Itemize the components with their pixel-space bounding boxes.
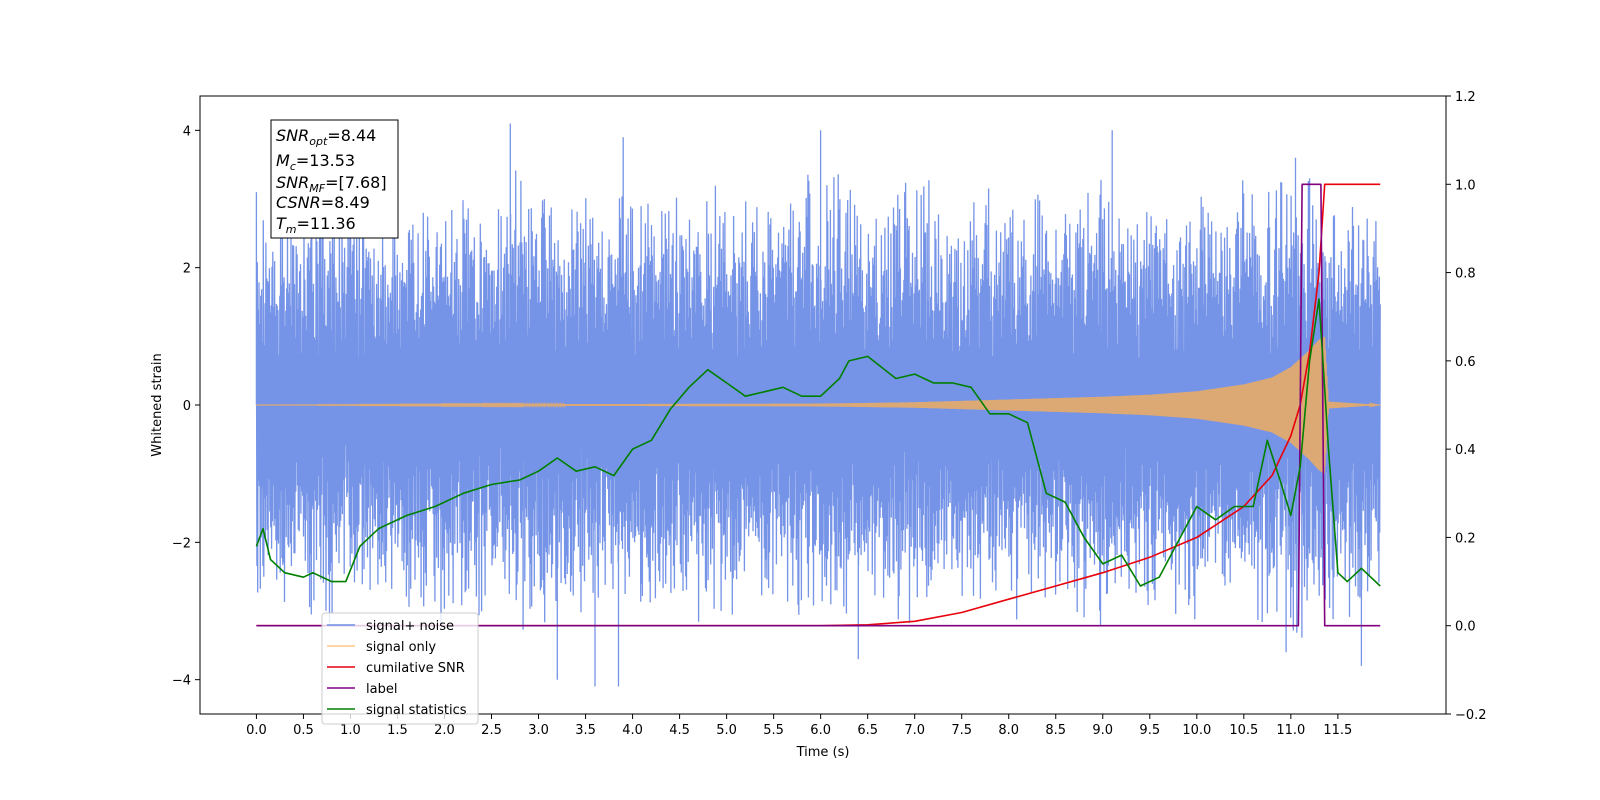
y-tick-label: 4 — [183, 124, 191, 139]
x-tick-label: 4.5 — [669, 723, 690, 738]
legend-item-signal-statistics: signal statistics — [327, 703, 467, 718]
annotation-line: CSNR=8.49 — [276, 193, 370, 212]
annotation-frame — [270, 119, 399, 239]
annotation-line: SNRMF=[7.68] — [276, 173, 387, 195]
x-tick-label: 5.0 — [716, 723, 737, 738]
y-axis-label: Whitened strain — [150, 353, 165, 456]
x-tick-label: 9.5 — [1139, 723, 1160, 738]
y2-tick-label: 1.0 — [1455, 178, 1476, 193]
y2-tick-label: 1.2 — [1455, 90, 1476, 105]
x-tick-label: 9.0 — [1092, 723, 1113, 738]
annotation-line: Mc=13.53 — [276, 151, 355, 173]
x-tick-label: 2.0 — [434, 723, 455, 738]
x-tick-label: 0.0 — [246, 723, 267, 738]
y2-tick-label: 0.6 — [1455, 355, 1476, 370]
legend-frame — [321, 612, 479, 725]
legend-label: cumilative SNR — [366, 661, 465, 676]
x-tick-label: 0.5 — [293, 723, 314, 738]
x-tick-label: 11.5 — [1323, 723, 1352, 738]
series-signal-statistics — [255, 298, 1381, 587]
x-tick-label: 6.5 — [857, 723, 878, 738]
y2-tick-label: 0.2 — [1455, 531, 1476, 546]
x-tick-label: 11.0 — [1276, 723, 1305, 738]
legend-label: signal+ noise — [366, 619, 454, 634]
y2-tick-label: 0.4 — [1455, 443, 1476, 458]
y-axis-left: −4 −2 0 2 4 — [172, 124, 200, 689]
series-label — [256, 183, 1381, 627]
x-tick-label: 3.5 — [575, 723, 596, 738]
x-tick-label: 1.5 — [387, 723, 408, 738]
annotation-line: SNRopt=8.44 — [276, 126, 376, 148]
y-tick-label: −2 — [172, 536, 191, 551]
x-axis: 0.0 0.5 1.0 1.5 2.0 2.5 3.0 3.5 4.0 4.5 5.0 5.5 6.0 6… — [246, 714, 1352, 738]
x-tick-label: 8.0 — [998, 723, 1019, 738]
legend-item-signal-plus-noise: signal+ noise — [327, 619, 454, 634]
series-cumulative-snr — [256, 183, 1381, 627]
legend-label: label — [366, 682, 397, 697]
legend-item-label: label — [327, 682, 397, 697]
x-tick-label: 8.5 — [1045, 723, 1066, 738]
x-tick-label: 7.5 — [951, 723, 972, 738]
legend-label: signal only — [366, 640, 436, 655]
y-axis-right: −0.2 0.0 0.2 0.4 0.6 0.8 1.0 1.2 — [1446, 90, 1487, 723]
x-tick-label: 7.0 — [904, 723, 925, 738]
x-tick-label: 1.0 — [340, 723, 361, 738]
x-tick-label: 10.0 — [1182, 723, 1211, 738]
y2-tick-label: 0.0 — [1455, 620, 1476, 635]
plot-area — [255, 123, 1381, 687]
y-tick-label: −4 — [172, 674, 191, 689]
x-axis-label: Time (s) — [796, 745, 850, 760]
legend-item-cumulative-snr: cumilative SNR — [327, 661, 465, 676]
stats-annotation-box: SNRopt=8.44 Mc=13.53SNRMF=[7.68]CSNR=8.49… — [270, 119, 399, 239]
x-tick-label: 10.5 — [1229, 723, 1258, 738]
y2-tick-label: −0.2 — [1455, 708, 1487, 723]
series-signal-only — [256, 336, 1381, 474]
x-tick-label: 5.5 — [763, 723, 784, 738]
series-signal-plus-noise — [255, 123, 1381, 687]
legend: signal+ noise signal only cumilative SNR la… — [321, 612, 479, 725]
x-tick-label: 3.0 — [528, 723, 549, 738]
x-tick-label: 6.0 — [810, 723, 831, 738]
x-tick-label: 4.0 — [622, 723, 643, 738]
y2-tick-label: 0.8 — [1455, 267, 1476, 282]
annotation-line: Tm=11.36 — [276, 214, 356, 236]
legend-label: signal statistics — [366, 703, 467, 718]
legend-item-signal-only: signal only — [327, 640, 436, 655]
x-tick-label: 2.5 — [481, 723, 502, 738]
y-tick-label: 2 — [183, 262, 191, 277]
y-tick-label: 0 — [183, 399, 191, 414]
